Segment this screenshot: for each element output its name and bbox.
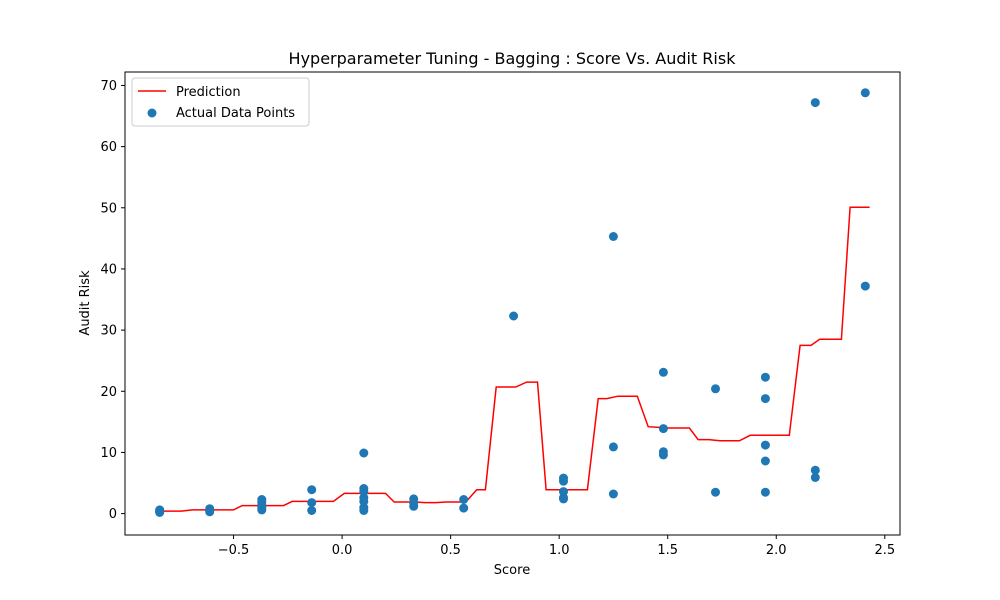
x-tick-label: 0.0	[332, 543, 353, 558]
legend-label-prediction: Prediction	[176, 85, 241, 100]
x-axis-ticks: −0.5 0.0 0.5 1.0 1.5 2.0 2.5	[218, 535, 895, 558]
x-axis-label: Score	[494, 563, 530, 578]
data-point	[658, 424, 668, 434]
data-point	[760, 440, 770, 450]
data-point	[658, 367, 668, 377]
data-point	[307, 498, 317, 508]
data-point	[608, 442, 618, 452]
plot-area	[155, 88, 870, 517]
data-point	[760, 456, 770, 466]
data-point	[711, 487, 720, 497]
x-tick-label: 2.5	[874, 543, 895, 558]
y-tick-label: 50	[100, 201, 117, 216]
data-point	[711, 384, 720, 394]
data-point	[658, 447, 668, 457]
data-point	[810, 473, 820, 482]
data-point	[608, 489, 618, 499]
data-point	[608, 232, 618, 241]
y-tick-label: 10	[100, 446, 117, 461]
axes-frame	[124, 71, 901, 536]
x-tick-label: 1.5	[657, 543, 678, 558]
data-point	[559, 473, 568, 483]
data-point	[860, 88, 870, 98]
x-tick-label: −0.5	[218, 543, 250, 558]
data-point	[205, 504, 215, 514]
y-tick-label: 20	[100, 385, 117, 400]
legend-marker-swatch	[147, 108, 157, 118]
data-point	[760, 394, 770, 404]
data-point	[257, 495, 267, 504]
data-point	[409, 494, 419, 504]
y-axis-label: Audit Risk	[78, 270, 93, 336]
data-point	[760, 487, 770, 497]
data-point	[810, 98, 820, 108]
chart-title: Hyperparameter Tuning - Bagging : Score …	[289, 49, 737, 68]
data-point	[509, 311, 519, 321]
y-axis-ticks: 0 10 20 30 40 50 60 70	[100, 79, 125, 522]
data-point	[155, 507, 165, 517]
data-point	[359, 448, 369, 458]
data-point	[359, 484, 369, 493]
legend-box	[131, 77, 310, 127]
y-tick-label: 30	[100, 324, 117, 339]
y-tick-label: 60	[100, 140, 117, 155]
data-point	[459, 495, 469, 504]
y-tick-label: 0	[109, 507, 117, 522]
y-tick-label: 70	[100, 79, 117, 94]
prediction-line	[159, 206, 870, 512]
data-point	[307, 485, 317, 495]
data-point	[459, 503, 469, 513]
data-point	[860, 281, 870, 291]
data-point	[760, 372, 770, 382]
x-tick-label: 1.0	[549, 543, 570, 558]
x-tick-label: 0.5	[440, 543, 461, 558]
x-tick-label: 2.0	[766, 543, 787, 558]
y-tick-label: 40	[100, 262, 117, 277]
legend-label-actual: Actual Data Points	[176, 106, 295, 121]
data-point	[307, 506, 317, 515]
data-point	[810, 465, 820, 475]
legend: Prediction Actual Data Points	[131, 77, 310, 127]
data-point	[559, 487, 568, 497]
